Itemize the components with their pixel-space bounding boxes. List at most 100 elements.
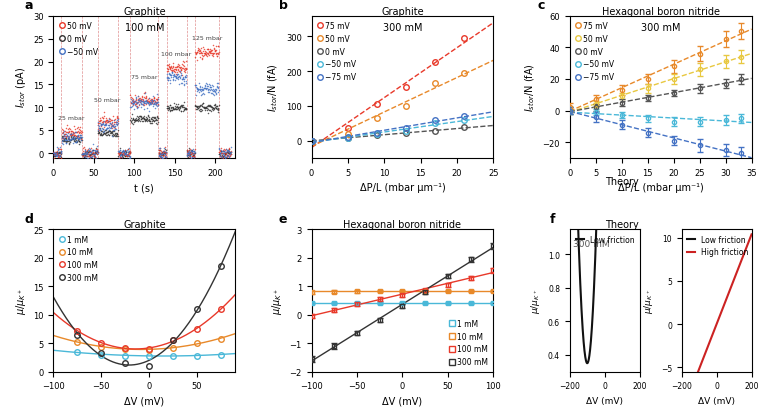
Point — [203, 107, 215, 114]
Point — [102, 130, 114, 136]
Point — [63, 139, 76, 146]
Point — [50, 152, 62, 158]
Point — [106, 133, 118, 140]
Point — [205, 50, 217, 57]
Point — [49, 154, 61, 160]
Point — [178, 64, 190, 71]
Point — [186, 148, 198, 155]
Point — [100, 122, 112, 129]
Point — [123, 149, 135, 156]
Point — [162, 106, 174, 112]
Point — [214, 148, 227, 155]
Point — [200, 86, 212, 93]
Point — [175, 108, 187, 115]
Point — [217, 147, 229, 154]
Point — [209, 88, 221, 95]
Point — [175, 68, 187, 74]
Point — [58, 131, 70, 138]
Point — [88, 153, 100, 159]
Point — [171, 73, 183, 80]
Point — [217, 153, 230, 159]
Point — [137, 100, 150, 107]
Point — [150, 121, 162, 127]
Point — [201, 50, 213, 57]
Point — [50, 150, 63, 157]
Point — [64, 133, 76, 139]
Point — [207, 89, 219, 95]
Point — [160, 149, 172, 156]
Point — [147, 98, 159, 104]
Point — [135, 113, 147, 120]
Point — [147, 93, 159, 100]
Point — [148, 100, 160, 107]
Point — [90, 146, 102, 152]
Point — [187, 158, 199, 165]
Point — [153, 153, 165, 160]
Point — [100, 129, 112, 135]
Point — [169, 107, 182, 113]
Point — [114, 156, 127, 162]
Point — [153, 152, 166, 158]
Point — [140, 93, 153, 100]
Point — [116, 150, 128, 156]
Point — [182, 149, 195, 156]
Title: Hexagonal boron nitride: Hexagonal boron nitride — [343, 220, 462, 230]
Point — [99, 119, 111, 126]
Point — [121, 152, 133, 159]
Point — [211, 84, 223, 91]
Point — [103, 122, 115, 129]
Point — [119, 149, 131, 155]
Point — [159, 155, 172, 161]
Point — [87, 155, 99, 161]
Point — [134, 97, 146, 104]
Point — [167, 106, 179, 112]
Point — [101, 118, 113, 124]
Point — [146, 118, 158, 125]
Point — [199, 104, 211, 111]
Point — [152, 116, 164, 122]
Point — [84, 150, 96, 157]
Point — [47, 150, 60, 157]
Point — [71, 138, 83, 145]
Point — [182, 151, 194, 157]
Point — [153, 152, 165, 158]
Point — [150, 100, 163, 107]
Point — [69, 136, 82, 142]
Point — [143, 115, 156, 121]
Point — [87, 141, 99, 148]
Point — [182, 152, 194, 159]
Point — [130, 115, 142, 122]
Point — [69, 132, 81, 139]
Point — [76, 151, 89, 157]
Point — [163, 78, 175, 84]
Point — [198, 106, 210, 112]
Point — [218, 147, 230, 153]
Point — [193, 81, 205, 88]
Point — [58, 133, 70, 140]
Point — [217, 155, 229, 162]
Point — [214, 145, 227, 152]
Point — [94, 126, 106, 133]
Point — [127, 96, 139, 103]
X-axis label: t (s): t (s) — [134, 183, 154, 193]
Point — [182, 150, 195, 156]
Point — [79, 154, 91, 161]
Point — [135, 98, 147, 104]
Point — [164, 108, 176, 114]
Point — [183, 147, 195, 154]
Point — [49, 157, 61, 164]
Point — [116, 153, 128, 160]
Point — [51, 152, 63, 158]
Point — [188, 153, 201, 160]
Point — [162, 66, 174, 73]
Point — [178, 105, 190, 112]
Point — [191, 85, 203, 92]
Point — [76, 135, 88, 142]
Point — [123, 151, 135, 157]
Point — [189, 104, 201, 110]
Point — [87, 151, 99, 158]
Point — [127, 100, 139, 107]
Point — [212, 51, 224, 58]
Point — [124, 153, 137, 160]
Point — [201, 106, 214, 112]
